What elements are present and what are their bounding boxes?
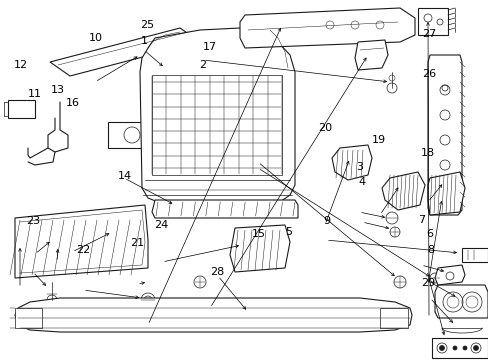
- Polygon shape: [431, 338, 487, 358]
- Text: 18: 18: [421, 148, 434, 158]
- Text: 27: 27: [421, 29, 436, 39]
- Polygon shape: [152, 200, 297, 218]
- Polygon shape: [434, 285, 487, 318]
- Text: 15: 15: [252, 229, 265, 239]
- Text: 19: 19: [371, 135, 385, 145]
- Text: 13: 13: [51, 85, 64, 95]
- Polygon shape: [15, 298, 411, 332]
- Text: 12: 12: [14, 60, 27, 70]
- Text: 1: 1: [141, 36, 147, 46]
- Text: 21: 21: [130, 238, 143, 248]
- Text: 22: 22: [76, 245, 90, 255]
- Text: 7: 7: [417, 215, 424, 225]
- Text: 10: 10: [88, 33, 102, 43]
- Polygon shape: [108, 122, 168, 148]
- Circle shape: [462, 346, 466, 350]
- Polygon shape: [331, 145, 371, 180]
- Text: 8: 8: [427, 245, 434, 255]
- Text: 4: 4: [358, 177, 365, 187]
- Circle shape: [472, 346, 478, 351]
- Polygon shape: [15, 308, 42, 328]
- Text: 17: 17: [203, 42, 217, 52]
- Text: 28: 28: [210, 267, 224, 277]
- Polygon shape: [140, 28, 294, 202]
- Polygon shape: [381, 172, 424, 210]
- Polygon shape: [427, 172, 464, 215]
- Polygon shape: [434, 265, 464, 285]
- Text: 25: 25: [141, 20, 154, 30]
- Circle shape: [452, 346, 456, 350]
- Text: 9: 9: [323, 216, 329, 226]
- Text: 26: 26: [421, 69, 435, 79]
- Text: 14: 14: [118, 171, 131, 181]
- Polygon shape: [229, 225, 289, 272]
- Text: 6: 6: [425, 229, 432, 239]
- Polygon shape: [461, 248, 487, 262]
- Text: 23: 23: [26, 216, 40, 226]
- Text: 2: 2: [199, 60, 206, 70]
- Polygon shape: [15, 205, 148, 278]
- Text: 16: 16: [65, 98, 79, 108]
- Polygon shape: [240, 8, 414, 48]
- Text: 5: 5: [285, 227, 291, 237]
- Text: 11: 11: [28, 89, 42, 99]
- Polygon shape: [427, 55, 461, 215]
- Polygon shape: [50, 28, 200, 76]
- Polygon shape: [152, 75, 282, 175]
- Text: 20: 20: [318, 123, 331, 133]
- Text: 3: 3: [355, 162, 362, 172]
- Polygon shape: [354, 40, 387, 70]
- Circle shape: [439, 346, 444, 351]
- Text: 29: 29: [420, 278, 434, 288]
- Polygon shape: [379, 308, 407, 328]
- Polygon shape: [8, 100, 35, 118]
- Polygon shape: [417, 8, 447, 35]
- Text: 24: 24: [154, 220, 168, 230]
